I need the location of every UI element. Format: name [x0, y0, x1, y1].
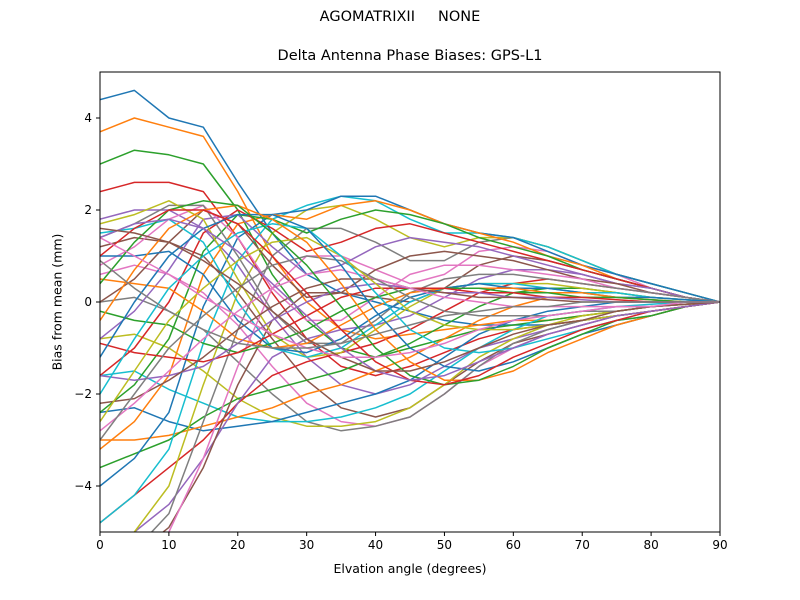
- series-line-21: [100, 195, 720, 487]
- y-tick-label: −2: [74, 387, 92, 401]
- x-tick-label: 90: [712, 538, 727, 552]
- series-line-47: [100, 236, 720, 358]
- x-axis-ticks: 0 10 20 30 40 50 60 70 80 90: [96, 532, 728, 552]
- y-axis-label: Bias from mean (mm): [49, 233, 65, 371]
- x-tick-label: 40: [368, 538, 383, 552]
- x-tick-label: 60: [506, 538, 521, 552]
- y-tick-label: −4: [74, 479, 92, 493]
- x-tick-label: 10: [161, 538, 176, 552]
- series-line-17: [167, 246, 720, 532]
- figure-suptitle: AGOMATRIXII NONE: [319, 9, 481, 25]
- x-tick-label: 70: [575, 538, 590, 552]
- y-tick-label: 2: [84, 203, 92, 217]
- series-line-45: [100, 218, 720, 381]
- series-line-48: [100, 260, 720, 349]
- series-line-6: [100, 236, 720, 418]
- x-tick-label: 20: [230, 538, 245, 552]
- y-tick-label: 4: [84, 111, 92, 125]
- x-axis-label: Elvation angle (degrees): [333, 561, 487, 576]
- series-line-30: [100, 218, 720, 358]
- y-axis-ticks: −4 −2 0 2 4: [74, 111, 100, 493]
- x-tick-label: 0: [96, 538, 104, 552]
- series-lines: [100, 89, 720, 532]
- series-line-20: [100, 195, 720, 524]
- series-line-46: [100, 227, 720, 372]
- x-tick-label: 30: [299, 538, 314, 552]
- x-tick-label: 50: [437, 538, 452, 552]
- series-line-19: [132, 204, 720, 532]
- chart-title: Delta Antenna Phase Biases: GPS-L1: [277, 48, 543, 64]
- x-tick-label: 80: [643, 538, 658, 552]
- y-tick-label: 0: [84, 295, 92, 309]
- series-line-24: [100, 209, 720, 377]
